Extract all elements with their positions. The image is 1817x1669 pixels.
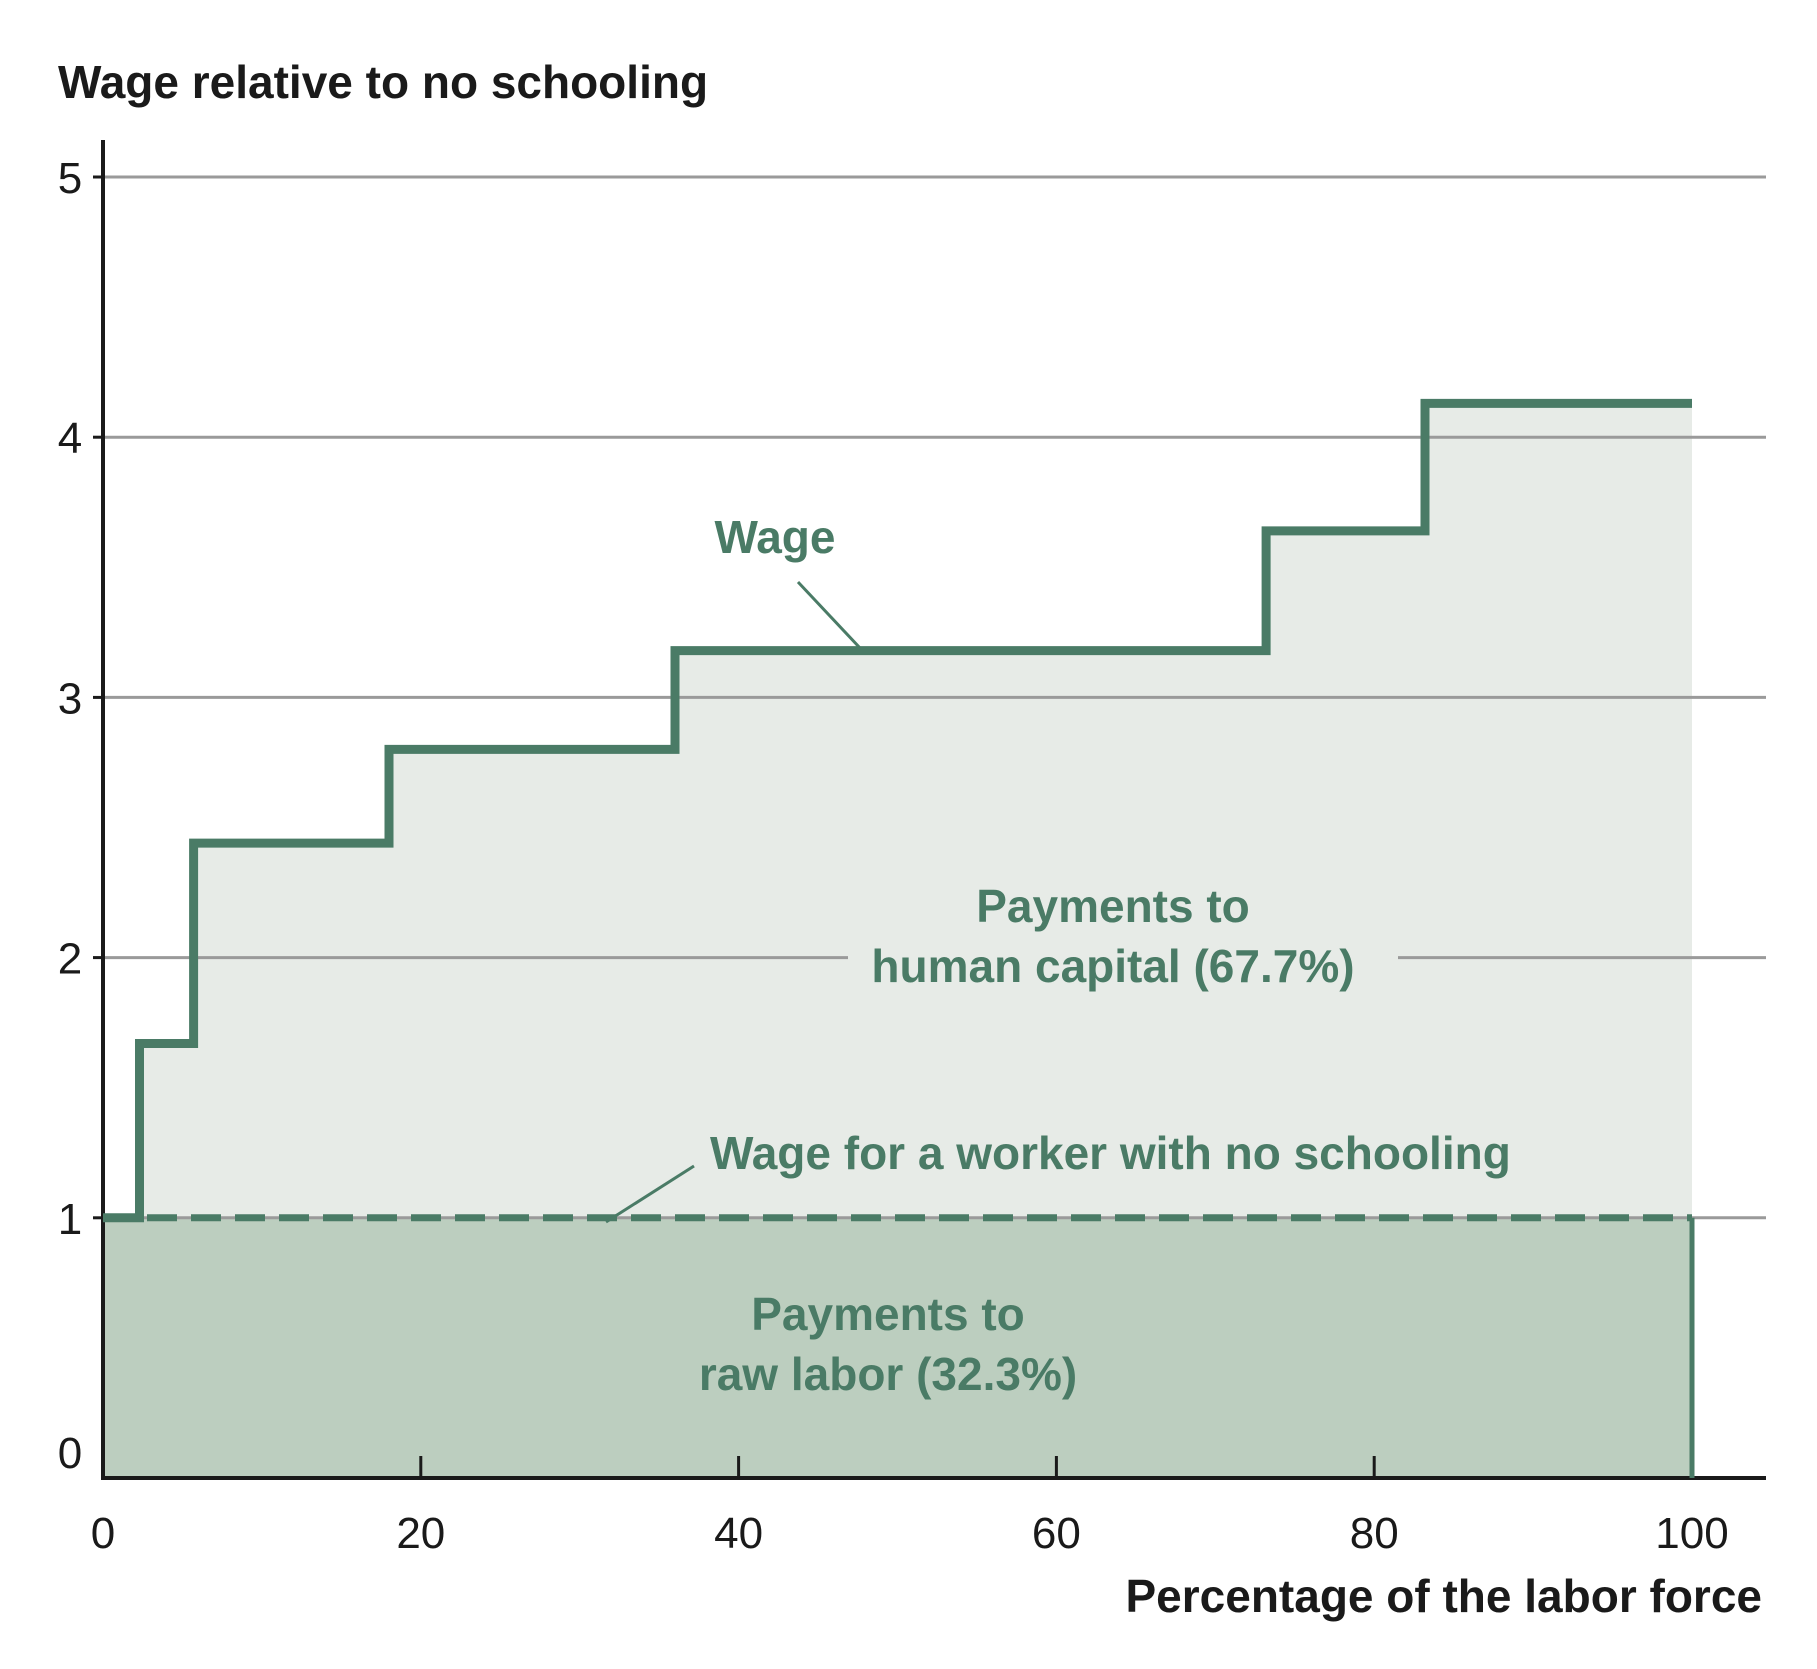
wage-leader-line: [796, 580, 862, 650]
y-axis-title: Wage relative to no schooling: [58, 56, 708, 108]
y-tick-label-5: 5: [58, 154, 82, 203]
human-capital-area: [103, 403, 1692, 1218]
y-tick-label-0: 0: [58, 1429, 82, 1478]
raw-labor-label-line1: Payments to: [751, 1288, 1025, 1340]
x-tick-label-80: 80: [1350, 1509, 1399, 1558]
raw-labor-label-line2: raw labor (32.3%): [699, 1348, 1077, 1400]
x-tick-label-100: 100: [1655, 1509, 1728, 1558]
x-tick-label-40: 40: [714, 1509, 763, 1558]
wage-label: Wage: [715, 511, 836, 563]
x-tick-label-20: 20: [396, 1509, 445, 1558]
raw-labor-area: [103, 1217, 1692, 1478]
y-tick-label-2: 2: [58, 935, 82, 984]
series-lines: [103, 398, 1695, 1478]
human-capital-label-line2: human capital (67.7%): [871, 940, 1354, 992]
y-tick-label-1: 1: [58, 1195, 82, 1244]
human-capital-label-line1: Payments to: [976, 880, 1250, 932]
chart-text: Wage relative to no schooling Percentage…: [58, 56, 1762, 1622]
y-tick-label-4: 4: [58, 414, 82, 463]
leader-lines: [605, 580, 862, 1224]
wage-step-line: [103, 398, 1692, 1223]
x-tick-label-60: 60: [1032, 1509, 1081, 1558]
x-axis-title: Percentage of the labor force: [1126, 1570, 1763, 1622]
area-fills: [103, 403, 1692, 1478]
no-schooling-leader-line: [605, 1164, 695, 1224]
no-schooling-label: Wage for a worker with no schooling: [710, 1127, 1511, 1179]
y-tick-label-3: 3: [58, 674, 82, 723]
axes: [93, 140, 1766, 1480]
x-tick-label-0: 0: [91, 1509, 115, 1558]
